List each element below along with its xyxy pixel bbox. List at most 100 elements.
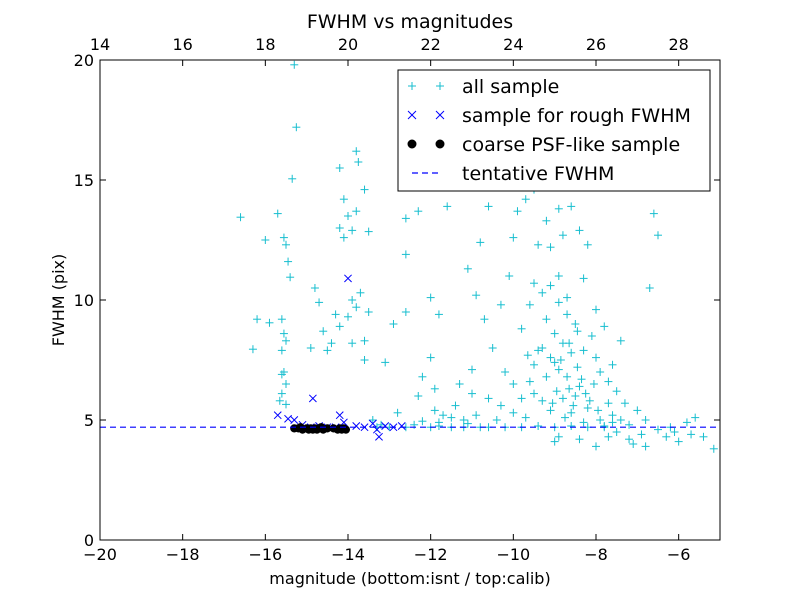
data-point	[546, 281, 555, 290]
data-point	[554, 365, 563, 374]
data-point	[335, 411, 344, 420]
data-point	[641, 442, 650, 451]
legend-entry: tentative FWHM	[412, 163, 614, 185]
top-tick-label: 28	[668, 35, 688, 54]
data-point	[492, 416, 501, 424]
x-tick-label: −20	[83, 545, 117, 564]
data-point	[476, 238, 485, 247]
data-point	[565, 384, 574, 393]
x-tick-label: −14	[331, 545, 365, 564]
data-point	[348, 339, 357, 348]
data-point	[368, 416, 377, 424]
data-point	[670, 428, 679, 436]
data-point	[282, 380, 290, 388]
data-point	[348, 226, 357, 235]
data-point	[563, 293, 572, 302]
data-point	[550, 437, 559, 446]
data-point	[339, 233, 348, 242]
data-point	[484, 202, 493, 211]
data-point	[674, 437, 683, 446]
data-point	[348, 296, 357, 304]
data-point	[550, 358, 559, 367]
data-point	[546, 243, 555, 252]
data-point	[434, 310, 443, 319]
x-tick-label: −16	[248, 545, 282, 564]
data-point	[573, 363, 582, 372]
data-point	[523, 351, 532, 360]
data-point	[279, 233, 288, 242]
data-point	[282, 240, 290, 249]
data-point	[542, 315, 551, 324]
data-point	[308, 394, 317, 403]
data-point	[286, 273, 295, 282]
data-point	[418, 372, 427, 381]
data-point	[277, 315, 286, 324]
legend-swatch	[435, 139, 445, 149]
y-tick-label: 0	[84, 531, 94, 550]
data-point	[517, 394, 526, 403]
data-point	[571, 392, 580, 400]
data-point	[569, 401, 578, 410]
data-point	[579, 274, 588, 283]
x-tick-label: −12	[414, 545, 448, 564]
data-point	[616, 336, 625, 345]
data-point	[414, 207, 423, 216]
data-point	[709, 444, 718, 453]
data-point	[323, 346, 332, 355]
data-point	[608, 411, 617, 420]
data-point	[401, 308, 410, 316]
data-point	[530, 389, 538, 398]
data-point	[273, 209, 282, 218]
data-point	[546, 406, 555, 415]
data-point	[521, 195, 530, 204]
data-point	[265, 318, 274, 327]
data-point	[525, 300, 534, 309]
data-point	[468, 365, 476, 374]
data-point	[360, 356, 369, 364]
legend-swatch	[407, 139, 417, 149]
data-point	[306, 344, 315, 352]
data-point	[517, 324, 526, 333]
data-point	[360, 185, 369, 194]
data-point	[604, 399, 613, 408]
data-point	[335, 322, 344, 331]
chart-title: FWHM vs magnitudes	[307, 11, 513, 33]
legend-swatch	[408, 82, 416, 90]
data-point	[612, 387, 621, 396]
data-point	[284, 257, 293, 266]
data-point	[654, 425, 662, 434]
data-point	[513, 207, 522, 216]
data-point	[277, 370, 286, 379]
data-point	[538, 344, 547, 352]
legend-label: all sample	[462, 76, 559, 98]
data-point	[561, 413, 569, 422]
data-point	[472, 411, 481, 420]
data-point	[571, 320, 580, 328]
legend-entry: sample for rough FWHM	[407, 105, 691, 127]
data-point	[282, 336, 290, 345]
data-point	[616, 416, 625, 424]
data-point	[594, 406, 603, 415]
data-point	[352, 207, 361, 216]
data-point	[592, 353, 600, 362]
data-point	[290, 60, 299, 69]
data-point	[381, 358, 390, 367]
y-tick-label: 20	[74, 51, 94, 70]
data-point	[521, 413, 530, 422]
legend-label: sample for rough FWHM	[462, 105, 691, 127]
top-tick-label: 18	[255, 35, 275, 54]
legend: all sample sample for rough FWHM coarse PS…	[397, 69, 711, 192]
data-point	[496, 401, 505, 410]
data-point	[567, 348, 576, 357]
top-tick-label: 24	[503, 35, 523, 54]
data-point	[567, 408, 576, 417]
data-point	[484, 394, 493, 403]
legend-swatch	[436, 82, 444, 90]
data-point	[327, 339, 336, 348]
data-point	[344, 312, 352, 321]
data-point	[261, 236, 270, 244]
y-tick-label: 15	[74, 171, 94, 190]
data-point	[331, 310, 340, 319]
data-point	[592, 442, 600, 451]
